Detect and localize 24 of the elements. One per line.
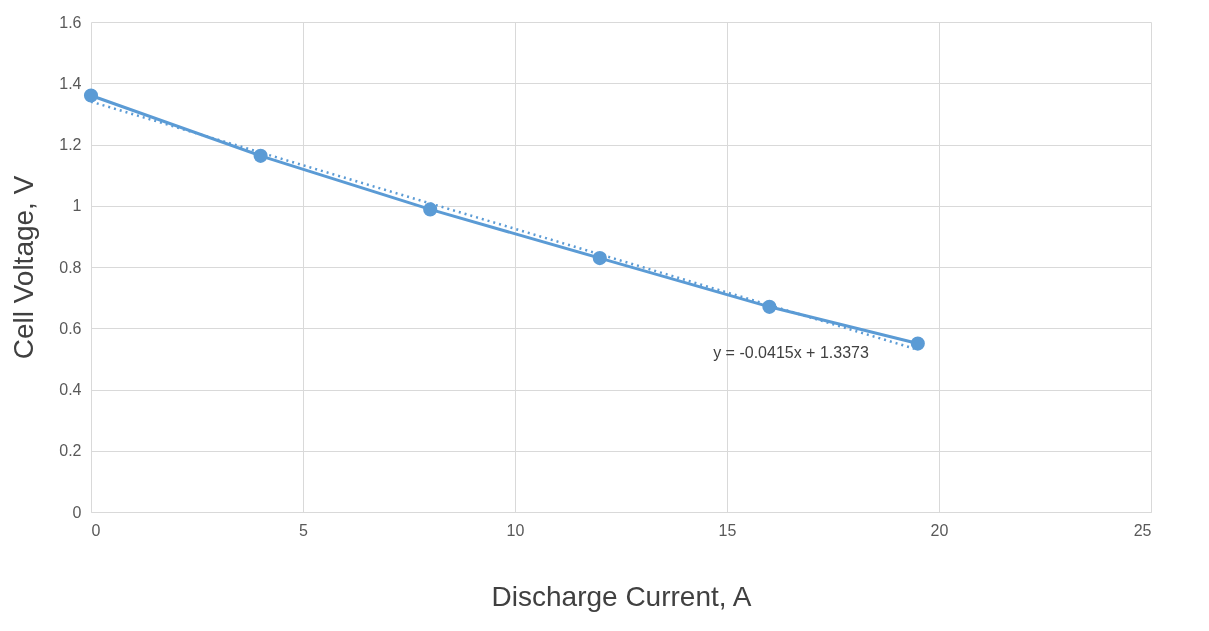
point <box>423 202 438 217</box>
x-tick-label: 10 <box>506 521 525 539</box>
y-axis-title: Cell Voltage, V <box>8 175 40 360</box>
x-axis-title: Discharge Current, A <box>491 580 752 612</box>
y-tick-label: 1.4 <box>59 74 82 92</box>
x-tick-label: 20 <box>930 521 949 539</box>
point <box>592 251 607 266</box>
x-tick-label: 5 <box>299 521 309 539</box>
y-tick-label: 1 <box>72 197 82 215</box>
x-tick-label: 25 <box>1133 521 1152 539</box>
y-tick-label: 0.6 <box>59 319 82 337</box>
x-tick-label: 15 <box>718 521 737 539</box>
y-tick-label: 0.2 <box>59 442 82 460</box>
point <box>910 336 925 351</box>
point <box>253 148 268 163</box>
point <box>762 299 777 314</box>
annotation: y = -0.0415x + 1.3373 <box>713 344 869 361</box>
y-tick-label: 1.6 <box>59 13 82 31</box>
y-tick-label: 1.2 <box>59 136 82 153</box>
y-tick-label: 0.4 <box>59 381 82 398</box>
y-tick-label: 0 <box>72 503 82 521</box>
x-tick-label: 0 <box>91 521 101 539</box>
point <box>83 88 99 103</box>
y-tick-label: 0.8 <box>59 258 82 276</box>
